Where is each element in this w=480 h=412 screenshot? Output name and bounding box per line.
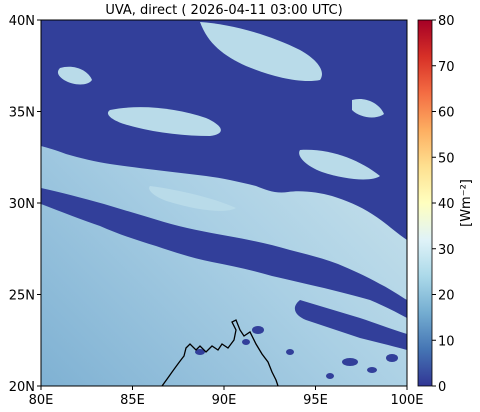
chart-title: UVA, direct ( 2026-04-11 03:00 UTC) <box>105 3 342 18</box>
x-tick-label: 85E <box>120 393 145 408</box>
colorbar-tick-label: 80 <box>438 14 455 29</box>
map-panel <box>41 20 407 386</box>
x-tick-label: 80E <box>29 393 54 408</box>
y-tick-label: 25N <box>9 289 35 304</box>
colorbar-tick-label: 70 <box>438 60 455 75</box>
colorbar-tick-label: 10 <box>438 334 455 349</box>
y-tick-label: 40N <box>9 14 35 29</box>
colorbar-tick-label: 40 <box>438 197 455 212</box>
colorbar-label: [Wm⁻²] <box>459 179 474 227</box>
clear-gaps <box>57 22 384 211</box>
colorbar-tick-label: 50 <box>438 151 455 166</box>
x-tick-label: 100E <box>390 393 423 408</box>
colorbar-tick-label: 0 <box>438 380 446 395</box>
x-tick-label: 95E <box>303 393 328 408</box>
x-tick-label: 90E <box>212 393 237 408</box>
colorbar-tick-label: 30 <box>438 243 455 258</box>
y-tick-label: 35N <box>9 106 35 121</box>
colorbar-tick-label: 60 <box>438 106 455 121</box>
colorbar <box>417 19 433 387</box>
y-tick-label: 20N <box>9 380 35 395</box>
x-axis: 80E 85E 90E 95E 100E <box>29 386 424 408</box>
y-axis: 20N 25N 30N 35N 40N <box>9 14 41 395</box>
y-tick-label: 30N <box>9 197 35 212</box>
colorbar-ticks: 0 10 20 30 40 50 60 70 80 <box>432 14 455 395</box>
coastline <box>161 319 279 386</box>
colorbar-tick-label: 20 <box>438 289 455 304</box>
